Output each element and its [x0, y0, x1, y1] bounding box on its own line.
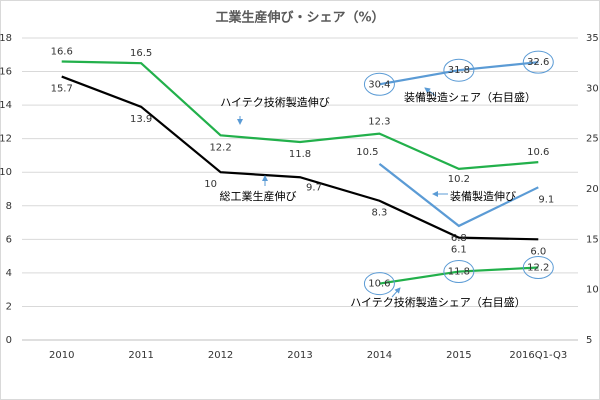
- data-label: 11.8: [289, 149, 311, 160]
- data-label: 32.6: [527, 57, 549, 68]
- y2-tick-label: 15: [586, 234, 599, 245]
- y2-tick-label: 25: [586, 134, 599, 145]
- y2-tick-label: 35: [586, 33, 599, 44]
- y-tick-label: 8: [6, 201, 12, 212]
- annotation-arrow: [391, 287, 401, 298]
- series-annotation: 装備製造伸び: [450, 189, 516, 203]
- data-label: 9.7: [306, 182, 322, 193]
- y-tick-label: 0: [6, 335, 12, 346]
- x-tick-label: 2010: [49, 350, 74, 361]
- x-tick-label: 2016Q1-Q3: [509, 350, 567, 361]
- x-tick-label: 2013: [287, 350, 312, 361]
- y2-tick-label: 30: [586, 83, 599, 94]
- label-circle: [363, 72, 395, 96]
- data-label: 10.6: [527, 147, 549, 158]
- data-label: 10.6: [368, 279, 390, 290]
- data-label: 8.3: [371, 208, 387, 219]
- x-tick-label: 2011: [128, 350, 153, 361]
- data-label: 10.2: [448, 174, 470, 185]
- y2-tick-label: 20: [586, 184, 599, 195]
- data-label: 13.9: [130, 114, 152, 125]
- data-label: 11.8: [448, 267, 470, 278]
- series-annotation: ハイテク技術製造シェア（右目盛）: [350, 295, 526, 309]
- series-annotation: 装備製造シェア（右目盛）: [404, 90, 536, 104]
- data-label: 31.8: [448, 65, 470, 76]
- data-label: 9.1: [538, 194, 554, 205]
- data-label: 16.5: [130, 48, 152, 59]
- label-circle: [522, 256, 554, 280]
- series-line: [61, 75, 539, 241]
- data-label: 30.4: [368, 79, 390, 90]
- data-label: 16.6: [51, 46, 73, 57]
- series-line: [379, 266, 539, 285]
- data-label: 12.3: [368, 117, 390, 128]
- data-label: 6.8: [451, 233, 467, 244]
- y-tick-label: 6: [6, 234, 12, 245]
- data-label: 10: [204, 179, 217, 190]
- label-circle: [443, 260, 475, 284]
- y2-tick-label: 10: [586, 285, 599, 296]
- y-tick-label: 4: [6, 268, 12, 279]
- data-label: 15.7: [51, 84, 73, 95]
- y-tick-label: 14: [0, 100, 12, 111]
- y-tick-label: 10: [0, 167, 12, 178]
- data-label: 6.0: [530, 246, 546, 257]
- series-annotation: ハイテク技術製造伸び: [220, 95, 330, 109]
- data-label: 10.5: [356, 147, 378, 158]
- label-circle: [443, 58, 475, 82]
- x-tick-label: 2014: [367, 350, 392, 361]
- series-line: [61, 60, 539, 170]
- y-tick-label: 18: [0, 33, 12, 44]
- label-circle: [363, 272, 395, 296]
- series-line: [379, 61, 539, 86]
- y-tick-label: 16: [0, 67, 12, 78]
- series-annotation: 総工業生産伸び: [220, 189, 297, 203]
- data-label: 12.2: [209, 142, 231, 153]
- y-tick-label: 12: [0, 134, 12, 145]
- data-label: 12.2: [527, 263, 549, 274]
- x-tick-label: 2015: [446, 350, 471, 361]
- series-line: [378, 162, 539, 228]
- data-label: 6.1: [451, 245, 467, 256]
- x-tick-label: 2012: [208, 350, 233, 361]
- chart-title: 工業生産伸び・シェア（%）: [215, 10, 384, 26]
- y2-tick-label: 5: [586, 335, 592, 346]
- annotation-arrow: [424, 87, 437, 97]
- label-circle: [522, 50, 554, 74]
- y-tick-label: 2: [6, 301, 12, 312]
